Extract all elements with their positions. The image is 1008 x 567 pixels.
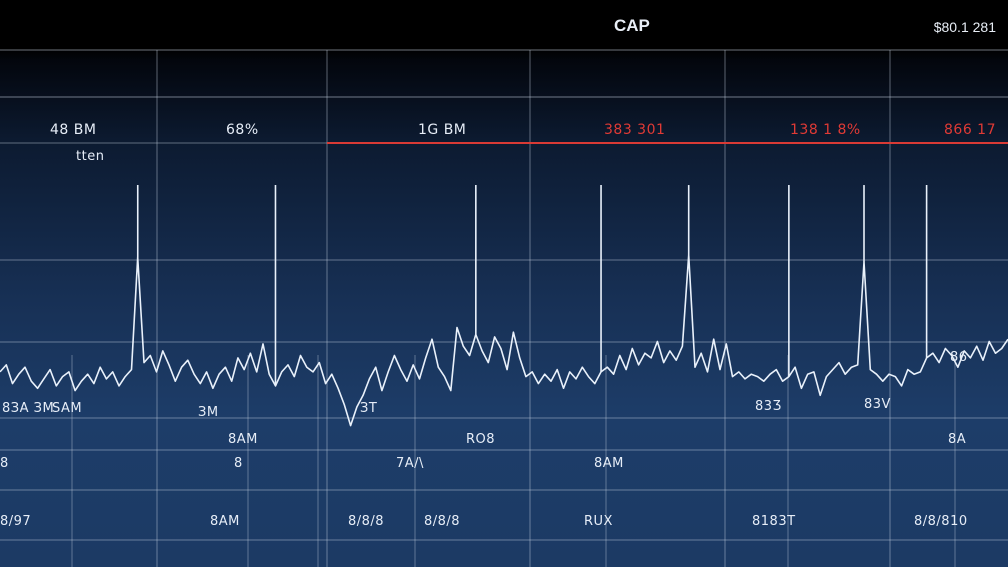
row3-label-5: RUX	[584, 514, 613, 529]
price-readout: $80.1 281	[933, 19, 996, 35]
row1-label-5: 83Ʒ	[755, 399, 782, 414]
top-label-6: 866 17	[944, 122, 996, 138]
top-label-4: 383 301	[604, 122, 666, 138]
row2-label-6: 8AM	[594, 456, 624, 471]
row1-label-3: ЗM	[198, 405, 219, 420]
row3-label-7: 8/8/810	[914, 514, 968, 529]
row2-label-3: 8	[234, 456, 243, 471]
row2-label-5: RO8	[466, 432, 496, 447]
row2-label-2: 8	[0, 456, 9, 471]
side-label: 86	[950, 350, 968, 365]
row1-label-1: 8ЗA ЗM	[2, 401, 55, 416]
row1-label-7: 8A	[948, 432, 967, 447]
row3-label-2: 8AM	[210, 514, 240, 529]
top-label-3: 1G BM	[418, 122, 467, 138]
top-label-5: 138 1 8%	[790, 122, 861, 138]
series-line	[0, 254, 1008, 427]
row3-label-4: 8/8/8	[424, 514, 461, 529]
row2-label-1: 8AM	[228, 432, 258, 447]
sub-label: tten	[76, 149, 105, 164]
row3-label-1: 8/97	[0, 514, 32, 529]
row1-label-2: SAM	[52, 401, 83, 416]
top-label-1: 48 BM	[50, 122, 97, 138]
row2-label-4: 7A/\	[396, 456, 424, 471]
top-label-2: 68%	[226, 122, 259, 138]
row3-label-6: 8183T	[752, 514, 796, 529]
row1-label-6: 83V	[864, 397, 891, 412]
header-bar	[0, 0, 1008, 50]
row3-label-3: 8/8/8	[348, 514, 385, 529]
row1-label-4: ЗT	[360, 401, 378, 416]
chart-title: CAP	[614, 16, 650, 35]
